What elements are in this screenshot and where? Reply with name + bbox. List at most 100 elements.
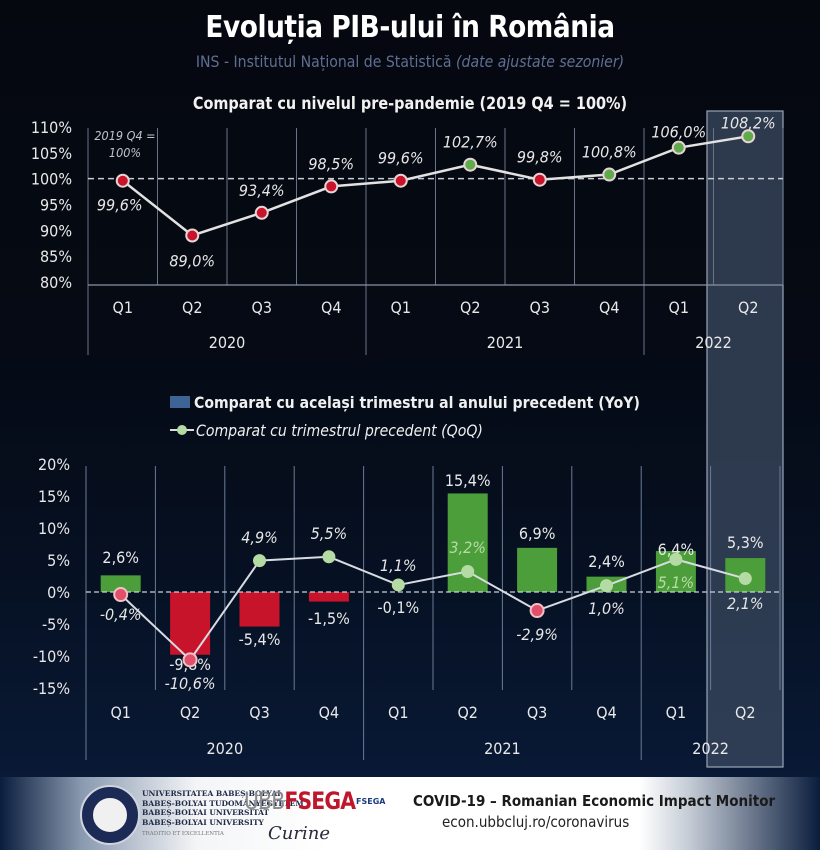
yoy-data-label: 6,4% <box>658 540 695 559</box>
yoy-bar <box>100 575 141 592</box>
year-label: 2021 <box>484 739 521 758</box>
qoq-data-label: 3,2% <box>449 538 486 557</box>
data-point-marker <box>532 172 547 187</box>
qoq-marker <box>391 578 405 592</box>
fsega-emblem: FSEGA <box>356 797 386 806</box>
legend-label-qoq: Comparat cu trimestrul precedent (QoQ) <box>196 420 483 440</box>
annotation-base-line1: 2019 Q4 = <box>94 128 155 143</box>
yoy-data-label: -0,1% <box>377 598 419 617</box>
y-tick-label: -5% <box>42 615 70 634</box>
data-label: 100,8% <box>582 143 637 162</box>
year-label: 2022 <box>695 333 732 352</box>
data-point-marker <box>741 129 756 144</box>
qoq-line <box>120 555 746 662</box>
bottom-bar-chart: 20%15%10%5%0%-5%-10%-15%2,6%-9,8%-5,4%-1… <box>33 455 781 760</box>
monitor-url: econ.ubbcluj.ro/coronavirus <box>442 813 630 831</box>
qoq-marker <box>669 552 683 566</box>
qoq-marker <box>738 572 752 586</box>
data-point-marker <box>463 157 478 172</box>
monitor-title: COVID-19 – Romanian Economic Impact Moni… <box>413 792 776 810</box>
y-tick-label: 15% <box>38 487 70 506</box>
year-label: 2021 <box>487 333 524 352</box>
x-tick-label: Q1 <box>391 298 411 317</box>
qoq-data-label: -10,6% <box>165 674 216 693</box>
legend-label-yoy: Comparat cu același trimestru al anului … <box>194 392 640 412</box>
x-tick-label: Q3 <box>249 703 269 722</box>
y-tick-label: 85% <box>40 247 72 266</box>
data-point-marker <box>254 205 269 220</box>
legend-item-qoq: Comparat cu trimestrul precedent (QoQ) <box>170 416 701 444</box>
year-label: 2020 <box>206 739 243 758</box>
signature: Curine <box>268 823 330 844</box>
fsega-logo-main: FSEGA <box>284 787 356 815</box>
top-line-chart: 110% 105% 100% 95% 90% 85% 80% 2019 Q4 = 100% 99,… <box>31 113 784 355</box>
fsega-logo-prefix: UBB <box>244 787 285 815</box>
x-tick-label: Q3 <box>252 298 272 317</box>
x-tick-label: Q4 <box>599 298 619 317</box>
ubb-motto: TRADITIO ET EXCELLENTIA <box>142 831 224 837</box>
x-tick-label: Q2 <box>735 703 755 722</box>
data-label: 93,4% <box>239 181 285 200</box>
page-title: Evoluția PIB-ului în România <box>205 10 615 45</box>
top-chart-title: Comparat cu nivelul pre-pandemie (2019 Q… <box>192 94 628 114</box>
y-tick-label: 0% <box>47 583 70 602</box>
y-tick-label: 80% <box>40 273 72 292</box>
y-tick-label: 90% <box>40 221 72 240</box>
legend-line-marker-icon <box>170 425 194 435</box>
data-label: 89,0% <box>169 252 215 271</box>
x-tick-label: Q2 <box>457 703 477 722</box>
data-point-marker <box>324 179 339 194</box>
year-label: 2022 <box>692 739 729 758</box>
data-label: 99,6% <box>97 196 143 215</box>
qoq-data-label: -0,4% <box>100 605 142 624</box>
ubb-name-ro: UNIVERSITATEA BABEȘ-BOLYAI <box>142 789 281 798</box>
data-label: 99,8% <box>517 148 563 167</box>
data-point-marker <box>671 140 686 155</box>
qoq-data-label: 1,1% <box>380 556 417 575</box>
y-tick-label: -15% <box>33 679 70 698</box>
y-tick-label: 100% <box>31 170 72 189</box>
qoq-data-label: 5,5% <box>311 524 348 543</box>
ubb-name-en: BABEȘ-BOLYAI UNIVERSITY <box>142 817 264 827</box>
x-tick-label: Q1 <box>110 703 130 722</box>
yoy-data-label: 2,4% <box>588 552 625 571</box>
source-text: INS - Institutul Național de Statistică <box>195 52 452 71</box>
year-label: 2020 <box>209 333 246 352</box>
highlight-latest-quarter <box>706 110 784 768</box>
legend-item-yoy: Comparat cu același trimestru al anului … <box>170 388 701 416</box>
yoy-data-label: -5,4% <box>239 630 281 649</box>
data-point-marker <box>115 173 130 188</box>
qoq-marker <box>113 587 129 603</box>
footer-banner: UNIVERSITATEA BABEȘ-BOLYAI BABEȘ-BOLYAI … <box>0 777 820 850</box>
x-tick-label: Q2 <box>460 298 480 317</box>
yoy-data-label: 2,6% <box>102 548 139 567</box>
gdp-level-line <box>121 135 749 237</box>
y-tick-label: 105% <box>31 144 72 163</box>
x-tick-label: Q3 <box>530 298 550 317</box>
x-tick-label: Q2 <box>180 703 200 722</box>
data-point-marker <box>185 228 200 243</box>
source-note: (date ajustate sezonier) <box>456 52 625 71</box>
legend-bar-swatch <box>170 396 190 408</box>
annotation-base-line2: 100% <box>109 145 141 160</box>
yoy-bar <box>517 547 558 592</box>
data-label: 102,7% <box>443 133 498 152</box>
ubb-seal-logo <box>80 785 140 845</box>
data-point-marker <box>602 167 617 182</box>
y-tick-label: 20% <box>38 455 70 474</box>
x-tick-label: Q2 <box>738 298 758 317</box>
ubb-name-de: BABEȘ-BOLYAI UNIVERSITÄT <box>142 808 270 817</box>
yoy-data-label: 6,9% <box>519 524 556 543</box>
x-tick-label: Q1 <box>388 703 408 722</box>
qoq-data-label: 2,1% <box>727 594 764 613</box>
data-label: 108,2% <box>721 113 776 132</box>
x-tick-label: Q2 <box>182 298 202 317</box>
y-tick-label: 10% <box>38 519 70 538</box>
qoq-marker <box>529 603 545 619</box>
yoy-bar <box>170 592 211 655</box>
ubb-seal-book-icon <box>91 796 129 834</box>
x-tick-label: Q4 <box>596 703 616 722</box>
yoy-data-label: 5,3% <box>727 533 764 552</box>
data-label: 98,5% <box>308 154 354 173</box>
